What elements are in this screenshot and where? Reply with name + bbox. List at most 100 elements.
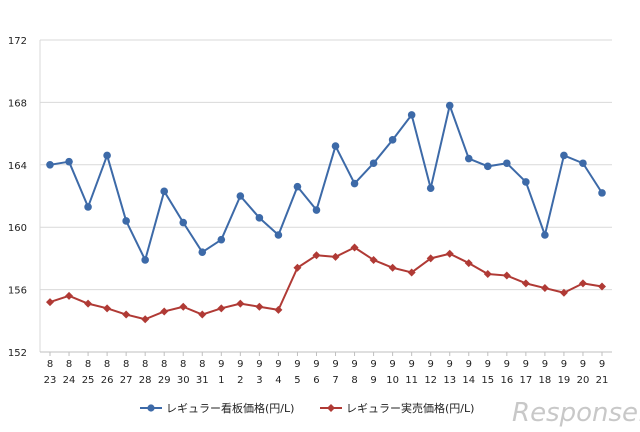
x-tick-day-21: 13: [443, 375, 456, 386]
series-2-point-16: [350, 243, 359, 252]
y-tick-label-152: 152: [8, 348, 27, 359]
x-tick-month-6: 8: [161, 359, 167, 370]
y-tick-label-156: 156: [8, 286, 27, 297]
x-tick-month-12: 9: [275, 359, 281, 370]
series-1-point-29: [598, 189, 606, 197]
series-2-point-6: [160, 307, 169, 316]
x-tick-month-14: 9: [313, 359, 319, 370]
legend-label-series-2: レギュラー実売価格(円/L): [346, 401, 474, 415]
series-2-point-18: [388, 263, 397, 272]
series-2-point-11: [255, 302, 264, 311]
series-2-point-1: [65, 291, 74, 300]
legend-item-series-2: レギュラー実売価格(円/L): [320, 401, 474, 415]
series-layer: [46, 101, 606, 324]
series-2-point-27: [559, 288, 568, 297]
gridlines: [40, 39, 612, 353]
x-tick-month-8: 8: [199, 359, 205, 370]
series-2-point-8: [198, 310, 207, 319]
x-tick-month-2: 8: [85, 359, 91, 370]
y-tick-label-168: 168: [8, 98, 27, 109]
series-1-point-7: [179, 218, 188, 227]
series-1-point-8: [198, 248, 207, 256]
series-2-point-0: [46, 298, 54, 307]
x-tick-day-6: 29: [158, 375, 171, 386]
x-tick-month-3: 8: [104, 359, 110, 370]
x-tick-month-13: 9: [294, 359, 300, 370]
x-tick-day-24: 16: [500, 375, 513, 386]
x-tick-day-17: 9: [370, 375, 376, 386]
x-tick-day-14: 6: [313, 375, 319, 386]
x-tick-month-15: 9: [332, 359, 338, 370]
x-tick-day-28: 20: [577, 375, 590, 386]
series-2-point-3: [103, 304, 112, 313]
x-tick-day-20: 12: [424, 375, 437, 386]
legend-label-series-1: レギュラー看板価格(円/L): [166, 401, 294, 415]
x-tick-month-26: 9: [542, 359, 548, 370]
series-2-point-21: [445, 249, 454, 258]
x-tick-day-16: 8: [351, 375, 357, 386]
x-tick-month-11: 9: [256, 359, 262, 370]
legend: レギュラー看板価格(円/L) レギュラー実売価格(円/L): [140, 401, 474, 415]
series-1-point-17: [369, 159, 378, 168]
x-tick-month-25: 9: [523, 359, 529, 370]
x-tick-month-1: 8: [66, 359, 72, 370]
series-1-point-25: [522, 178, 530, 186]
y-axis: 152 156 160 164 168 172: [8, 36, 41, 359]
series-1-point-21: [445, 101, 454, 110]
series-1-point-19: [407, 111, 416, 119]
series-2-point-24: [502, 271, 511, 280]
series-1-point-0: [46, 161, 54, 169]
series-2-point-4: [122, 310, 131, 319]
x-tick-day-10: 2: [237, 375, 243, 386]
series-2-point-14: [312, 251, 321, 260]
series-1-point-27: [560, 151, 568, 160]
x-tick-day-0: 23: [44, 375, 57, 386]
series-1-point-15: [331, 142, 340, 150]
series-1-point-3: [103, 151, 111, 160]
series-1-point-22: [464, 154, 473, 163]
y-tick-label-160: 160: [8, 223, 27, 234]
x-tick-day-19: 11: [405, 375, 418, 386]
x-tick-day-8: 31: [196, 375, 209, 386]
x-tick-day-13: 5: [294, 375, 300, 386]
series-1-point-16: [350, 179, 359, 188]
series-1-point-20: [426, 184, 435, 192]
x-tick-month-24: 9: [504, 359, 510, 370]
series-1-point-26: [541, 231, 549, 239]
series-2-point-26: [540, 284, 549, 293]
x-tick-day-11: 3: [256, 375, 262, 386]
series-1-point-23: [483, 162, 492, 171]
x-axis: 8238248258268278288298308319192939495969…: [40, 351, 612, 386]
x-tick-month-16: 9: [351, 359, 357, 370]
x-tick-month-17: 9: [370, 359, 376, 370]
series-2-point-17: [369, 255, 378, 264]
series-1-point-4: [122, 217, 130, 225]
x-tick-month-7: 8: [180, 359, 186, 370]
legend-marker-series-2: [327, 404, 335, 412]
series-1-point-10: [236, 192, 245, 200]
series-1-point-9: [217, 235, 226, 244]
x-tick-day-4: 27: [120, 375, 133, 386]
series-1-point-11: [255, 214, 264, 222]
x-tick-month-27: 9: [561, 359, 567, 370]
series-2-line: [49, 246, 603, 321]
series-2-point-28: [578, 279, 587, 288]
x-tick-day-23: 15: [481, 375, 494, 386]
x-tick-day-15: 7: [332, 375, 338, 386]
x-tick-day-7: 30: [177, 375, 190, 386]
x-tick-month-0: 8: [47, 359, 53, 370]
series-1-line: [49, 104, 603, 261]
series-2-point-7: [179, 302, 188, 311]
x-tick-day-2: 25: [82, 375, 95, 386]
x-tick-day-29: 21: [596, 375, 609, 386]
series-1-point-5: [141, 256, 149, 264]
x-tick-month-5: 8: [142, 359, 148, 370]
x-tick-day-9: 1: [218, 375, 224, 386]
series-2-point-25: [521, 279, 530, 288]
y-tick-label-164: 164: [8, 161, 27, 172]
series-2-point-10: [236, 299, 245, 308]
series-2-point-5: [141, 315, 150, 324]
x-tick-month-19: 9: [408, 359, 414, 370]
series-2-point-9: [217, 304, 226, 313]
